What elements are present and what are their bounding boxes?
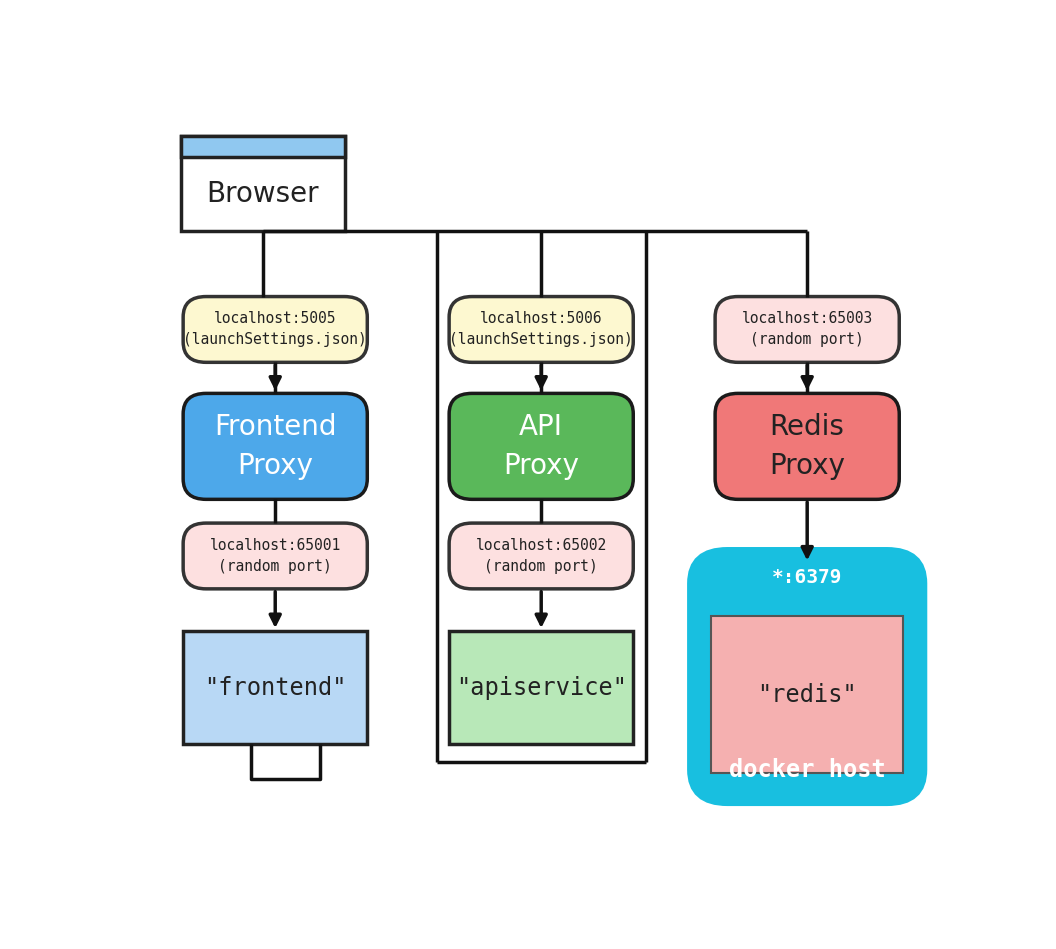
Text: "apiservice": "apiservice" [456,676,626,699]
FancyBboxPatch shape [449,297,634,363]
Text: localhost:5005
(launchSettings.json): localhost:5005 (launchSettings.json) [184,311,367,347]
FancyBboxPatch shape [715,297,900,363]
FancyBboxPatch shape [449,394,634,499]
Text: localhost:5006
(launchSettings.json): localhost:5006 (launchSettings.json) [449,311,634,347]
Text: localhost:65003
(random port): localhost:65003 (random port) [741,311,873,347]
FancyBboxPatch shape [183,631,367,744]
FancyBboxPatch shape [449,523,634,588]
Text: docker host: docker host [729,758,886,782]
FancyBboxPatch shape [183,297,367,363]
FancyBboxPatch shape [182,136,344,231]
Text: Browser: Browser [207,179,319,208]
Text: localhost:65002
(random port): localhost:65002 (random port) [475,538,607,574]
FancyBboxPatch shape [691,550,924,803]
Text: "redis": "redis" [757,683,857,707]
Text: *:6379: *:6379 [772,568,843,587]
Text: Redis
Proxy: Redis Proxy [769,413,845,480]
Text: API
Proxy: API Proxy [504,413,579,480]
FancyBboxPatch shape [183,394,367,499]
FancyBboxPatch shape [449,631,634,744]
Text: localhost:65001
(random port): localhost:65001 (random port) [209,538,341,574]
Text: Frontend
Proxy: Frontend Proxy [214,413,337,480]
FancyBboxPatch shape [183,523,367,588]
FancyBboxPatch shape [715,394,900,499]
FancyBboxPatch shape [182,136,344,157]
Text: "frontend": "frontend" [204,676,346,699]
FancyBboxPatch shape [711,616,903,773]
